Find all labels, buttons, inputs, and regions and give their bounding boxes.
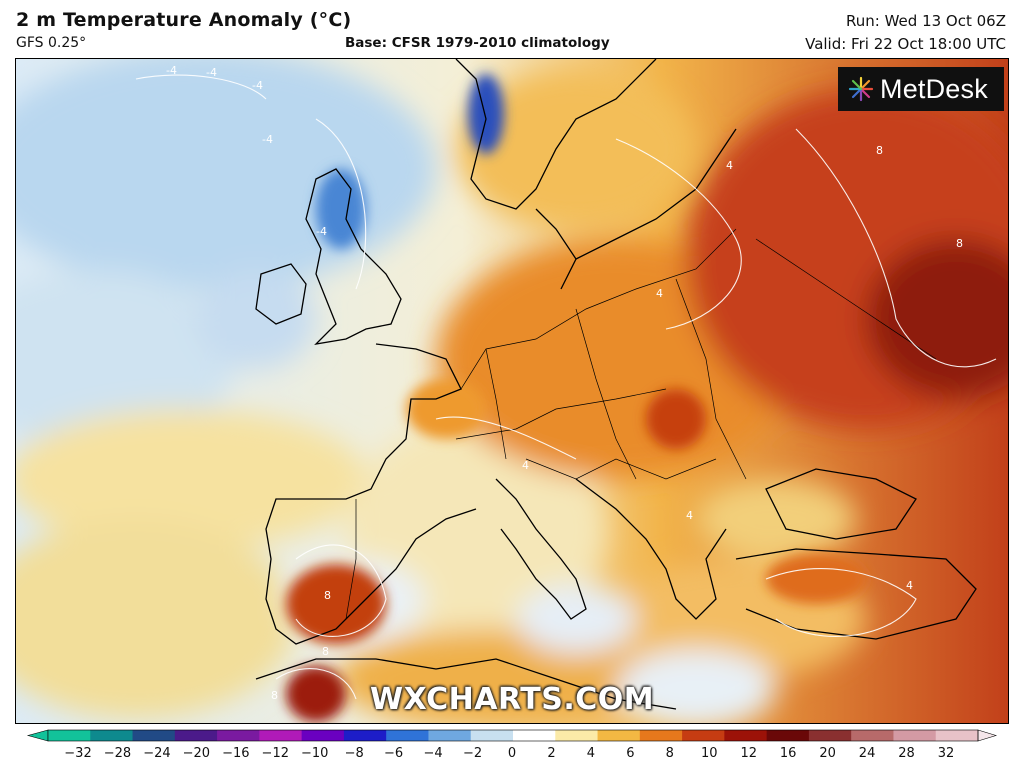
colorbar-tick-label: −12 <box>261 746 289 761</box>
anomaly-hotspots <box>286 74 866 722</box>
colorbar-tick-label: 20 <box>819 746 836 761</box>
contour-label: 4 <box>522 459 529 472</box>
metdesk-logo: MetDesk <box>838 67 1004 111</box>
contour-label: 8 <box>324 589 331 602</box>
contour-label: 4 <box>726 159 733 172</box>
contour-label-group: -4 -4 -4 -4 -4 4 4 4 4 4 8 8 8 8 8 <box>166 64 963 702</box>
contour-label: -4 <box>166 64 177 77</box>
colorbar-tick-label: 6 <box>626 746 635 761</box>
colorbar-tick-label: 8 <box>665 746 674 761</box>
base-climatology-label: Base: CFSR 1979-2010 climatology <box>345 35 610 51</box>
contour-label: -4 <box>206 66 217 79</box>
colorbar-segment <box>851 730 894 741</box>
country-borders <box>345 228 937 620</box>
colorbar-segment <box>513 730 556 741</box>
model-label: GFS 0.25° <box>16 35 87 51</box>
temperature-anomaly-map[interactable]: -4 -4 -4 -4 -4 4 4 4 4 4 8 8 8 8 8 <box>15 58 1009 724</box>
colorbar-tick-label: 28 <box>898 746 915 761</box>
colorbar-tick-label: −8 <box>344 746 364 761</box>
colorbar-tick-label: 16 <box>779 746 797 761</box>
colorbar-tick-label: −16 <box>222 746 250 761</box>
colorbar-segment <box>639 730 683 741</box>
colorbar-segment <box>470 730 514 741</box>
wxcharts-watermark: WXCHARTS.COM <box>370 682 655 717</box>
colorbar-segment <box>217 730 260 741</box>
colorbar-segment <box>343 730 387 741</box>
colorbar-segment <box>555 730 599 741</box>
contour-label: 8 <box>956 237 963 250</box>
contour-label: 8 <box>876 144 883 157</box>
colorbar-tick-label: 24 <box>858 746 876 761</box>
coastlines <box>255 59 977 710</box>
colorbar-segment <box>90 730 134 741</box>
colorbar-segment <box>428 730 472 741</box>
contour-label: -4 <box>252 79 263 92</box>
colorbar: −32 −28 −24 −20 −16 −12 −10 −8 −6 −4 −2 0 2 4 6 8 10 12 16… <box>0 726 1024 784</box>
colorbar-segment <box>893 730 937 741</box>
colorbar-tick-label: −10 <box>301 746 329 761</box>
colorbar-segment <box>766 730 810 741</box>
contour-label: 8 <box>322 645 329 658</box>
colorbar-tick-label: −32 <box>64 746 92 761</box>
colorbar-tick-label: 32 <box>937 746 955 761</box>
colorbar-outline <box>47 729 979 742</box>
metdesk-starburst-icon <box>848 76 874 102</box>
colorbar-strip <box>26 729 998 742</box>
contour-label: 4 <box>656 287 663 300</box>
colorbar-tick-label: −4 <box>423 746 443 761</box>
colorbar-segment <box>597 730 641 741</box>
colorbar-segment <box>682 730 725 741</box>
colorbar-segment <box>301 730 345 741</box>
colorbar-segment <box>808 730 852 741</box>
colorbar-segment <box>132 730 176 741</box>
colorbar-segment <box>724 730 768 741</box>
map-canvas: -4 -4 -4 -4 -4 4 4 4 4 4 8 8 8 8 8 <box>16 59 1008 723</box>
colorbar-tick-label: −2 <box>462 746 483 761</box>
colorbar-segment <box>174 730 218 741</box>
colorbar-tick-label: −20 <box>182 746 211 761</box>
contour-label: 4 <box>686 509 693 522</box>
colorbar-tick-label: 10 <box>700 746 718 761</box>
metdesk-logo-text: MetDesk <box>880 73 988 104</box>
chart-title: 2 m Temperature Anomaly (°C) <box>16 9 352 31</box>
colorbar-segment <box>935 730 979 741</box>
colorbar-tick-label: 4 <box>586 746 596 761</box>
colorbar-segment <box>386 730 429 741</box>
valid-time-label: Valid: Fri 22 Oct 18:00 UTC <box>805 35 1006 53</box>
contour-lines <box>135 74 997 700</box>
colorbar-tick-label: 0 <box>507 746 517 761</box>
colorbar-segment <box>259 730 303 741</box>
colorbar-tick-label: −28 <box>103 746 132 761</box>
colorbar-max-arrow <box>977 729 998 742</box>
colorbar-segment <box>48 730 91 741</box>
colorbar-ticks: −32 −28 −24 −20 −16 −12 −10 −8 −6 −4 −2 0 2 4 6 8 10 12 16… <box>0 746 1024 776</box>
contour-label: 4 <box>906 579 913 592</box>
colorbar-tick-label: −6 <box>384 746 404 761</box>
run-time-label: Run: Wed 13 Oct 06Z <box>846 12 1006 30</box>
anomaly-fields <box>16 59 1008 723</box>
contour-label: 8 <box>271 689 278 702</box>
colorbar-tick-label: 2 <box>547 746 556 761</box>
colorbar-tick-label: 12 <box>740 746 757 761</box>
colorbar-tick-label: −24 <box>143 746 171 761</box>
contour-label: -4 <box>262 133 273 146</box>
colorbar-min-arrow <box>26 729 49 742</box>
contour-label: -4 <box>316 225 327 238</box>
